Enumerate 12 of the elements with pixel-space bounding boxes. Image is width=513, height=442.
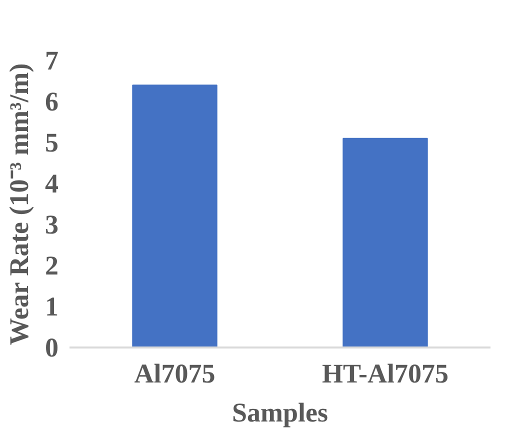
y-tick-label: 4 — [45, 168, 58, 198]
x-tick-label: Al7075 — [134, 358, 216, 388]
y-tick-label: 5 — [45, 128, 58, 158]
y-tick-label: 2 — [45, 250, 58, 280]
y-tick-label: 1 — [45, 292, 58, 322]
y-tick-label: 6 — [45, 86, 58, 116]
y-axis-title: Wear Rate (10⁻³ mm³/m) — [4, 63, 34, 346]
y-tick-label: 0 — [45, 332, 58, 362]
y-tick-label: 7 — [45, 46, 58, 76]
y-tick-label: 3 — [45, 210, 58, 240]
x-tick-label: HT-Al7075 — [322, 358, 449, 388]
x-axis-title: Samples — [232, 398, 328, 428]
